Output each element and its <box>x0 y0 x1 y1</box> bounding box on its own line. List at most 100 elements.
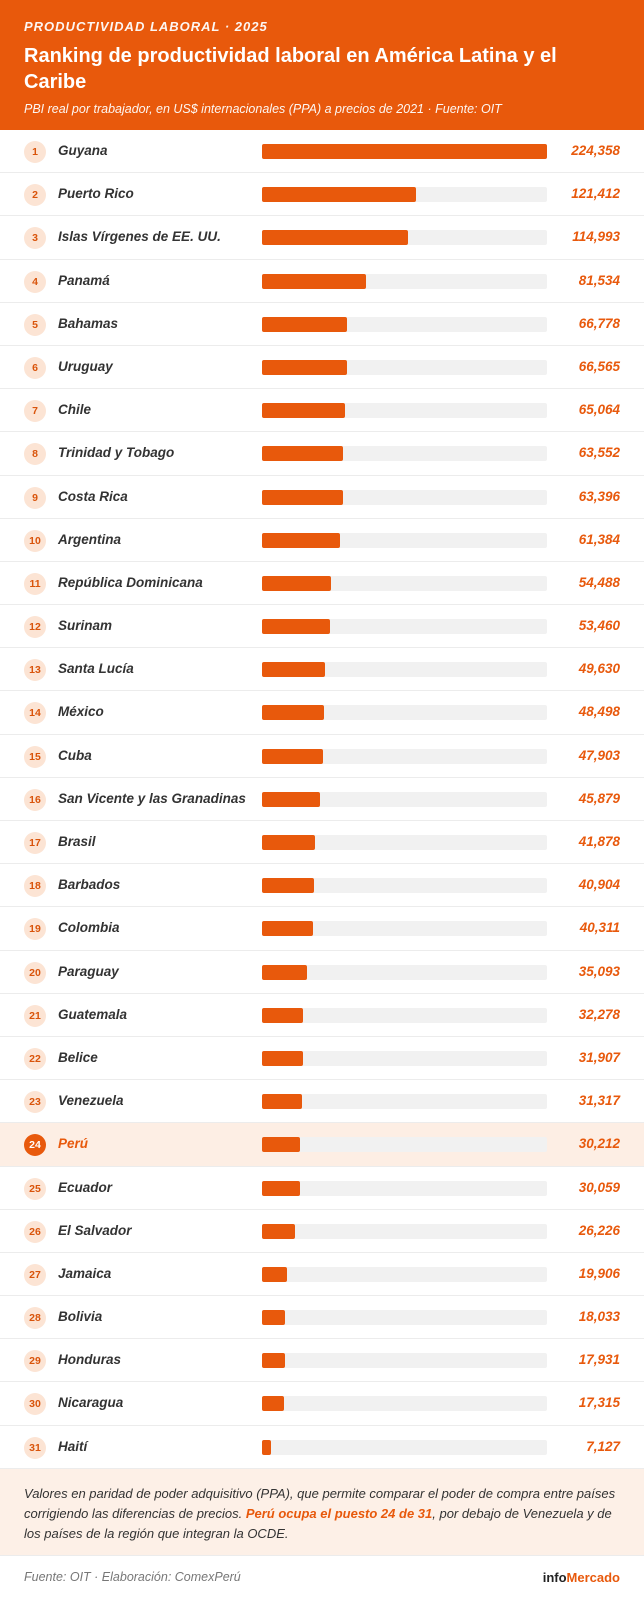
value-label: 47,903 <box>578 747 620 763</box>
table-row: 16 San Vicente y las Granadinas 45,879 <box>0 778 644 821</box>
table-row: 10 Argentina 61,384 <box>0 519 644 562</box>
bar <box>262 1396 284 1412</box>
bar-track <box>262 705 547 721</box>
value-label: 31,317 <box>578 1093 620 1109</box>
header: PRODUCTIVIDAD LABORAL · 2025 Ranking de … <box>0 0 644 130</box>
table-row: 26 El Salvador 26,226 <box>0 1210 644 1253</box>
value-label: 48,498 <box>578 704 620 720</box>
table-row: 17 Brasil 41,878 <box>0 821 644 865</box>
bar <box>262 446 343 462</box>
bar-track <box>262 1396 547 1412</box>
bar <box>262 1050 303 1066</box>
rank-badge: 21 <box>24 1004 46 1027</box>
bar <box>262 489 343 505</box>
table-row: 25 Ecuador 30,059 <box>0 1167 644 1210</box>
footnote-highlight: Perú ocupa el puesto 24 de 31 <box>245 1505 433 1521</box>
bar <box>262 187 417 203</box>
bar-track <box>262 1310 547 1326</box>
bar-track <box>262 1353 547 1369</box>
country-label: Jamaica <box>58 1265 112 1281</box>
value-label: 121,412 <box>571 186 620 202</box>
value-label: 7,127 <box>586 1438 620 1454</box>
bar-track <box>262 791 547 807</box>
table-row: 1 Guyana 224,358 <box>0 130 644 174</box>
table-row: 5 Bahamas 66,778 <box>0 303 644 346</box>
rank-badge: 7 <box>24 400 46 423</box>
rank-badge: 1 <box>24 141 46 163</box>
bar <box>262 1353 285 1369</box>
country-label: Colombia <box>58 920 120 936</box>
value-label: 61,384 <box>578 531 620 547</box>
rank-badge: 22 <box>24 1047 46 1070</box>
rank-badge: 8 <box>24 443 46 466</box>
rank-badge: 31 <box>24 1436 46 1459</box>
country-label: Uruguay <box>58 358 113 374</box>
table-row: 4 Panamá 81,534 <box>0 260 644 303</box>
value-label: 53,460 <box>578 618 620 634</box>
rank-badge: 6 <box>24 356 46 379</box>
table-row: 28 Bolivia 18,033 <box>0 1296 644 1340</box>
table-row: 14 México 48,498 <box>0 691 644 735</box>
bar-track <box>262 359 547 375</box>
rank-badge: 4 <box>24 270 46 293</box>
value-label: 81,534 <box>578 272 620 288</box>
rank-badge: 18 <box>24 875 46 898</box>
rank-badge: 16 <box>24 788 46 811</box>
bar-track <box>262 748 547 764</box>
rank-badge: 13 <box>24 659 46 682</box>
bar <box>262 316 347 332</box>
bar-track <box>262 446 547 462</box>
value-label: 17,931 <box>578 1352 620 1368</box>
bar-track <box>262 316 547 332</box>
country-label: Bolivia <box>58 1309 103 1325</box>
table-row: 18 Barbados 40,904 <box>0 864 644 908</box>
bar <box>262 1180 301 1196</box>
rank-badge: 30 <box>24 1393 46 1416</box>
country-label: Argentina <box>58 531 122 547</box>
footnote-text-end: , por debajo de Venezuela y de los paíse… <box>24 1505 612 1541</box>
bar <box>262 1137 301 1153</box>
rank-badge: 29 <box>24 1350 46 1373</box>
bar <box>262 1266 288 1282</box>
rank-badge: 10 <box>24 529 46 552</box>
value-label: 18,033 <box>578 1309 620 1325</box>
rank-badge: 5 <box>24 313 46 336</box>
rank-badge: 11 <box>24 572 46 595</box>
country-label: Venezuela <box>58 1093 124 1109</box>
value-label: 45,879 <box>578 790 620 806</box>
value-label: 66,778 <box>578 315 620 331</box>
table-row: 2 Puerto Rico 121,412 <box>0 173 644 217</box>
bar <box>262 1094 302 1110</box>
bar-track <box>262 575 547 591</box>
country-label: Ecuador <box>58 1179 113 1195</box>
table-row: 3 Islas Vírgenes de EE. UU. 114,993 <box>0 216 644 260</box>
rank-badge: 15 <box>24 745 46 768</box>
bar-track <box>262 878 547 894</box>
table-row: 12 Surinam 53,460 <box>0 605 644 649</box>
bar-track <box>262 187 547 203</box>
country-label: El Salvador <box>58 1222 132 1238</box>
rank-badge: 14 <box>24 702 46 725</box>
value-label: 17,315 <box>578 1395 620 1411</box>
country-label: Guatemala <box>58 1006 128 1022</box>
bar-track <box>262 1094 547 1110</box>
value-label: 114,993 <box>572 229 620 245</box>
bar <box>262 144 547 159</box>
table-row: 13 Santa Lucía 49,630 <box>0 648 644 692</box>
value-label: 40,904 <box>578 877 620 893</box>
value-label: 19,906 <box>578 1265 620 1281</box>
bar-track <box>262 1050 547 1066</box>
value-label: 35,093 <box>578 963 620 979</box>
table-row: 6 Uruguay 66,565 <box>0 346 644 390</box>
value-label: 32,278 <box>578 1006 620 1022</box>
country-label: Panamá <box>58 272 110 288</box>
bar-track <box>262 1223 547 1239</box>
value-label: 49,630 <box>578 661 620 677</box>
bar-track <box>262 1180 547 1196</box>
table-row: 30 Nicaragua 17,315 <box>0 1382 644 1426</box>
country-label: Nicaragua <box>58 1395 124 1411</box>
rank-badge: 27 <box>24 1263 46 1286</box>
rank-badge: 24 <box>24 1134 46 1157</box>
table-row: 22 Belice 31,907 <box>0 1037 644 1081</box>
country-label: Honduras <box>58 1352 122 1368</box>
